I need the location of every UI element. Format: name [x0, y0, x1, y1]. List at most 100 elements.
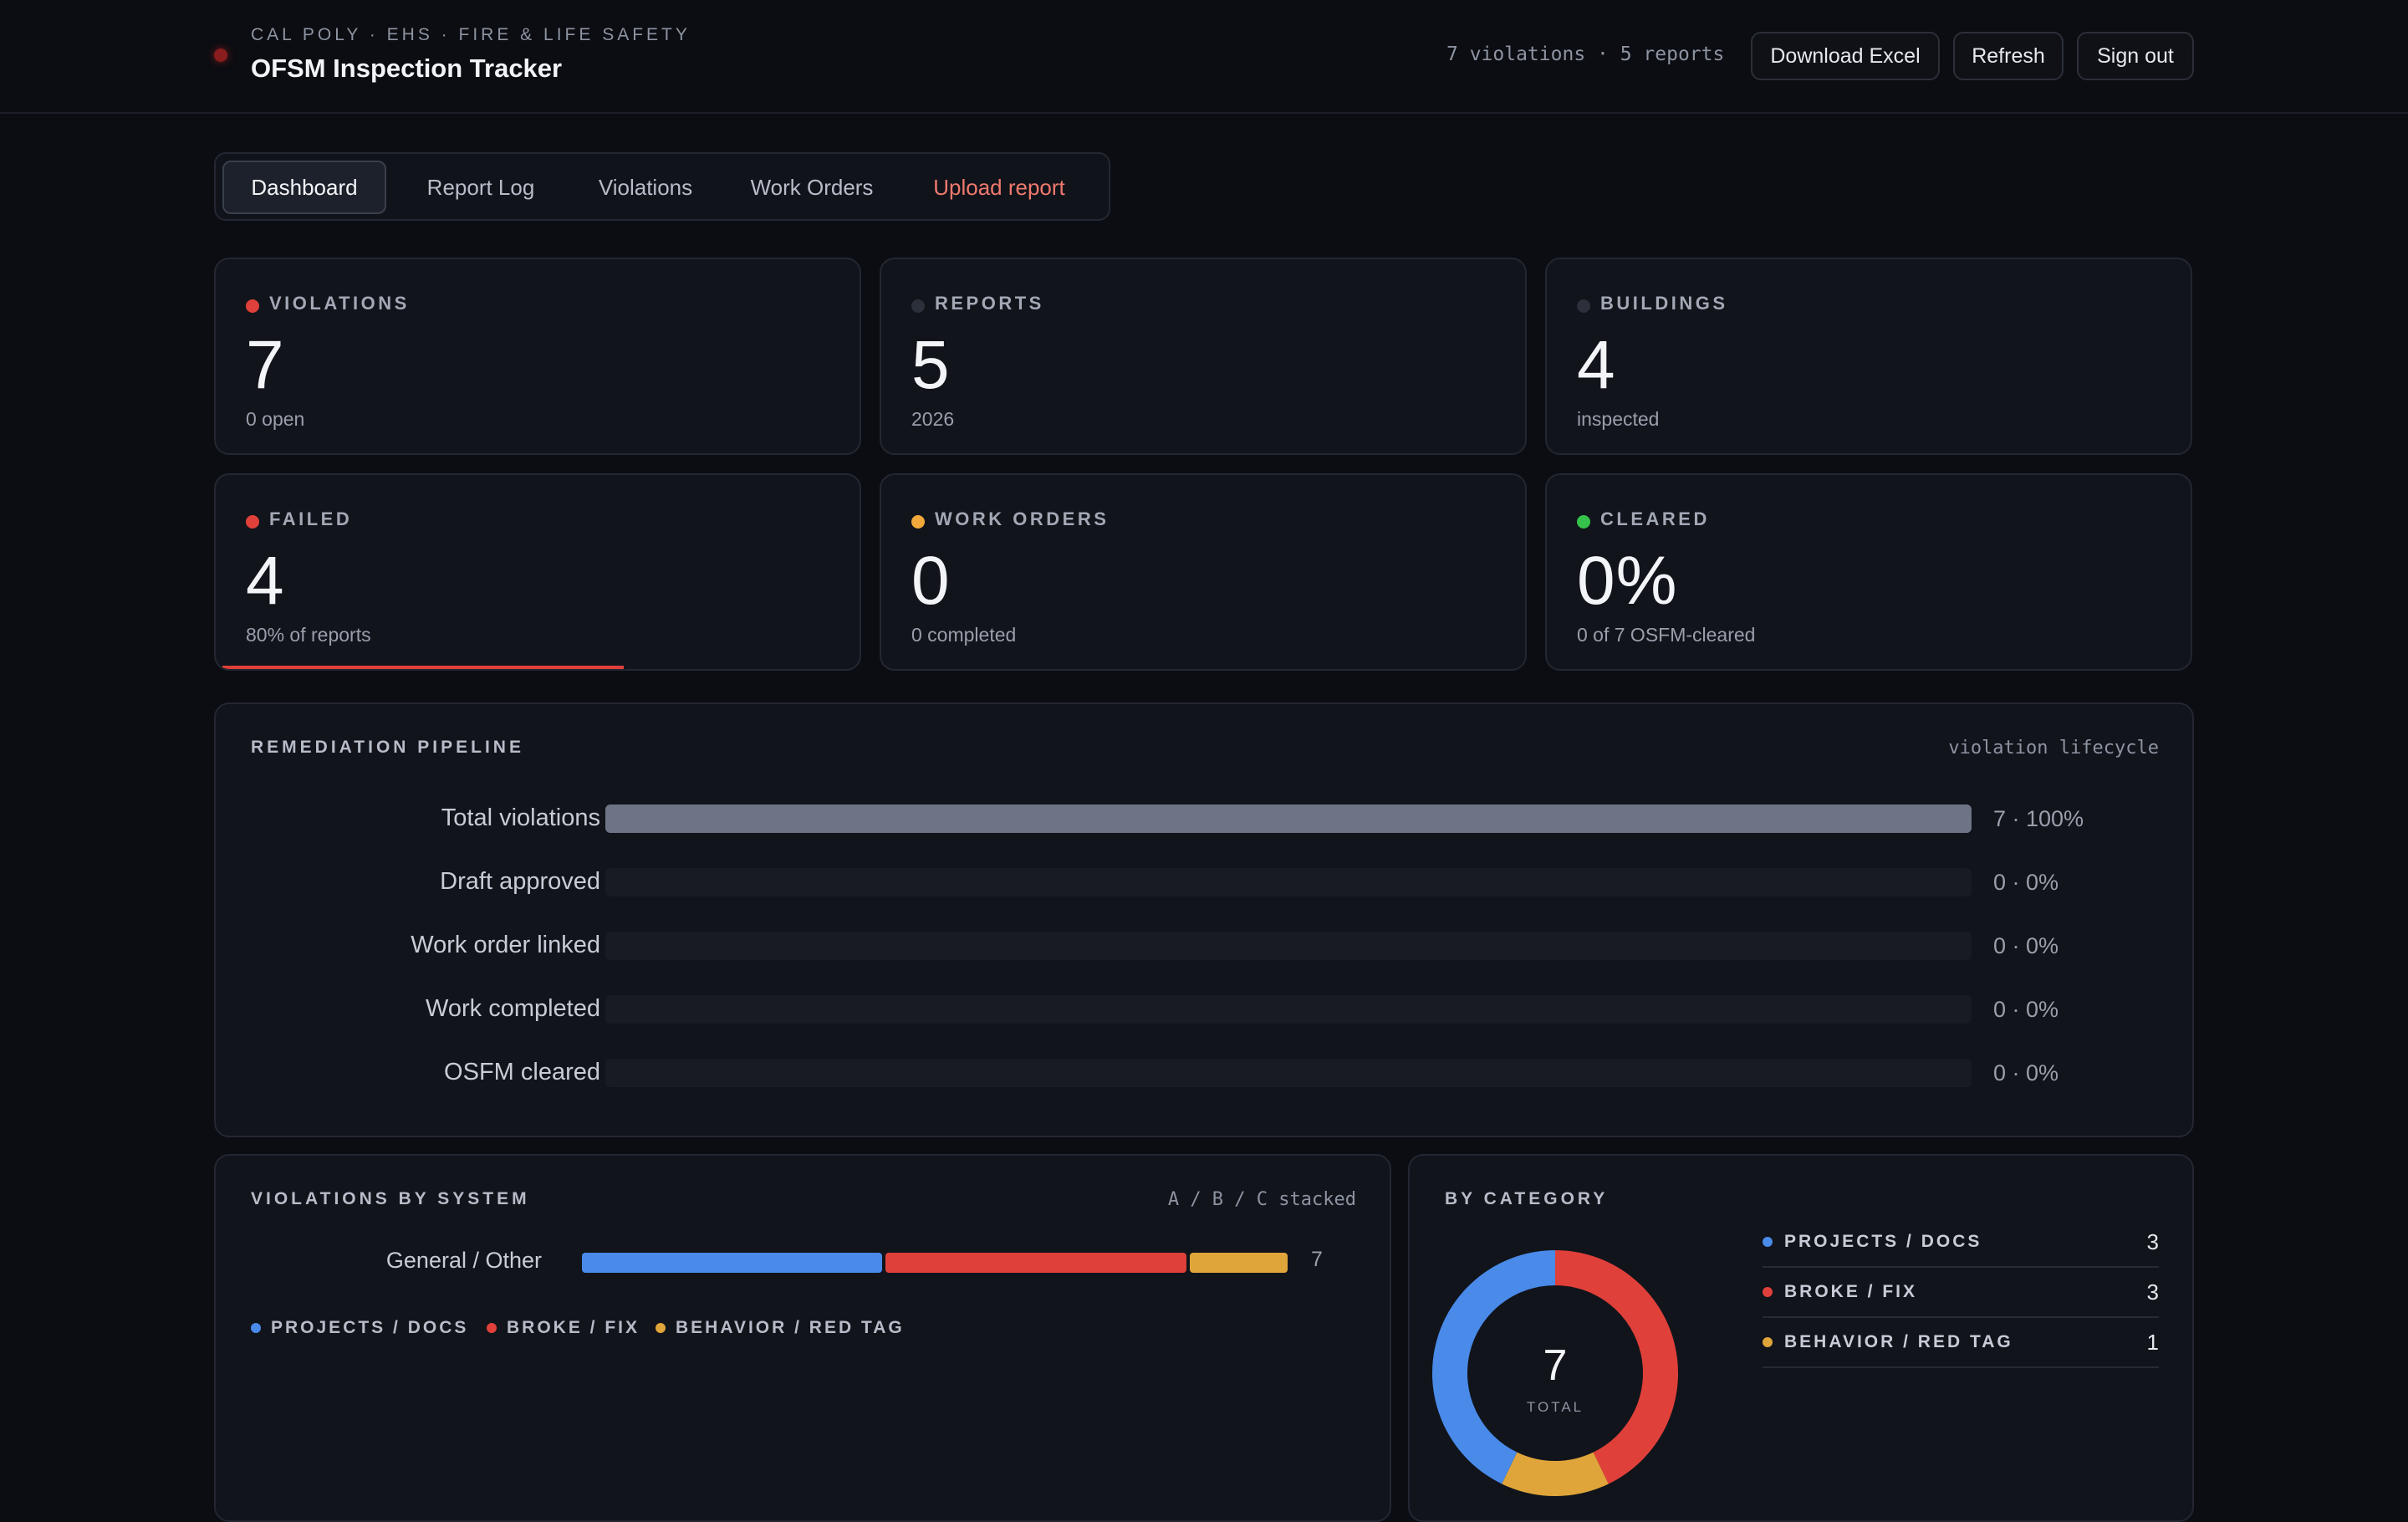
- status-dot-icon: [1577, 299, 1590, 313]
- stat-subtext: 0 completed: [911, 624, 1017, 646]
- legend-label: BEHAVIOR / RED TAG: [676, 1318, 905, 1337]
- category-count: 3: [2146, 1228, 2159, 1254]
- legend-label: BROKE / FIX: [507, 1318, 640, 1337]
- tab-violations[interactable]: Violations: [598, 174, 693, 200]
- tab-work-orders[interactable]: Work Orders: [750, 174, 874, 200]
- stat-subtext: 0 of 7 OSFM-cleared: [1577, 624, 1756, 646]
- by-category-panel: BY CATEGORY 7 TOTAL PROJECTS / DOCS 3 BR…: [1408, 1154, 2194, 1522]
- category-dot-icon: [1763, 1287, 1773, 1297]
- legend-dot-icon: [251, 1323, 261, 1333]
- system-bar-segment: [1189, 1253, 1288, 1273]
- stat-subtext: 2026: [911, 408, 955, 430]
- tab-dashboard[interactable]: Dashboard: [222, 161, 386, 214]
- pipeline-track: [605, 995, 1972, 1024]
- pipeline-label: Work order linked: [411, 932, 600, 958]
- stat-subtext: 80% of reports: [246, 624, 371, 646]
- app-header: CAL POLY · EHS · FIRE & LIFE SAFETY OFSM…: [0, 0, 2408, 114]
- stat-label: CLEARED: [1600, 508, 1710, 529]
- system-bar-segment: [885, 1253, 1186, 1273]
- stat-value: 5: [911, 327, 951, 403]
- failed-progress-bar: [222, 666, 624, 669]
- pipeline-track: [605, 868, 1972, 896]
- legend-label: PROJECTS / DOCS: [271, 1318, 469, 1337]
- category-name: PROJECTS / DOCS: [1784, 1232, 1982, 1251]
- stat-value: 4: [246, 543, 285, 619]
- status-dot-icon: [214, 49, 227, 62]
- stat-label: BUILDINGS: [1600, 293, 1728, 314]
- pipeline-value: 0 · 0%: [1993, 933, 2059, 958]
- stat-value: 0: [911, 543, 951, 619]
- category-count: 3: [2146, 1279, 2159, 1305]
- status-dot-icon: [911, 515, 925, 529]
- stat-card-reports[interactable]: REPORTS 5 2026: [880, 258, 1527, 455]
- stat-value: 0%: [1577, 543, 1678, 619]
- pipeline-value: 0 · 0%: [1993, 870, 2059, 895]
- stat-value: 4: [1577, 327, 1616, 403]
- donut-total: 7: [1543, 1341, 1568, 1390]
- pipeline-track: [605, 804, 1972, 833]
- tab-report-log[interactable]: Report Log: [426, 174, 535, 200]
- tab-bar: Dashboard Report Log Violations Work Ord…: [214, 152, 1110, 221]
- stat-label: REPORTS: [935, 293, 1044, 314]
- pipeline-track: [605, 932, 1972, 960]
- sign-out-button[interactable]: Sign out: [2077, 32, 2194, 80]
- donut-slice: [1554, 1250, 1678, 1484]
- pipeline-fill: [605, 804, 1972, 833]
- panel-note: A / B / C stacked: [1167, 1189, 1356, 1210]
- status-dot-icon: [1577, 515, 1590, 529]
- download-excel-button[interactable]: Download Excel: [1751, 32, 1940, 80]
- stat-card-violations[interactable]: VIOLATIONS 7 0 open: [214, 258, 861, 455]
- system-total: 7: [1311, 1248, 1323, 1271]
- system-bar-segment: [582, 1253, 883, 1273]
- category-row: BROKE / FIX 3: [1763, 1268, 2159, 1318]
- panel-note: violation lifecycle: [1948, 738, 2159, 758]
- category-dot-icon: [1763, 1337, 1773, 1347]
- violations-by-system-panel: VIOLATIONS BY SYSTEM A / B / C stacked G…: [214, 1154, 1391, 1522]
- stat-subtext: inspected: [1577, 408, 1660, 430]
- pipeline-value: 0 · 0%: [1993, 997, 2059, 1022]
- legend-dot-icon: [656, 1323, 666, 1333]
- pipeline-label: Work completed: [426, 995, 600, 1022]
- category-name: BEHAVIOR / RED TAG: [1784, 1332, 2013, 1351]
- category-name: BROKE / FIX: [1784, 1282, 1918, 1301]
- pipeline-value: 7 · 100%: [1993, 806, 2084, 831]
- stat-card-cleared[interactable]: CLEARED 0% 0 of 7 OSFM-cleared: [1545, 473, 2192, 671]
- panel-title: REMEDIATION PIPELINE: [251, 738, 524, 757]
- category-count: 1: [2146, 1329, 2159, 1355]
- pipeline-label: Total violations: [441, 804, 600, 831]
- app-title: OFSM Inspection Tracker: [251, 54, 563, 83]
- stat-label: FAILED: [269, 508, 353, 529]
- donut-slice: [1502, 1452, 1609, 1496]
- legend-item: BROKE / FIX: [487, 1318, 640, 1338]
- system-label: General / Other: [385, 1248, 542, 1273]
- panel-title: VIOLATIONS BY SYSTEM: [251, 1189, 530, 1208]
- remediation-pipeline-panel: REMEDIATION PIPELINE violation lifecycle…: [214, 702, 2194, 1137]
- tab-upload-report[interactable]: Upload report: [933, 174, 1065, 200]
- stat-label: WORK ORDERS: [935, 508, 1110, 529]
- legend-item: PROJECTS / DOCS: [251, 1318, 468, 1338]
- stat-subtext: 0 open: [246, 408, 305, 430]
- category-row: BEHAVIOR / RED TAG 1: [1763, 1318, 2159, 1368]
- stat-card-failed[interactable]: FAILED 4 80% of reports: [214, 473, 861, 671]
- stat-value: 7: [246, 327, 285, 403]
- legend-item: BEHAVIOR / RED TAG: [656, 1318, 905, 1338]
- legend-dot-icon: [487, 1323, 497, 1333]
- pipeline-track: [605, 1059, 1972, 1087]
- category-dot-icon: [1763, 1237, 1773, 1247]
- pipeline-label: OSFM cleared: [444, 1059, 600, 1085]
- category-donut-chart: 7 TOTAL: [1432, 1250, 1678, 1496]
- donut-total-label: TOTAL: [1527, 1399, 1584, 1415]
- refresh-button[interactable]: Refresh: [1953, 32, 2064, 80]
- header-summary: 7 violations · 5 reports: [1446, 43, 1725, 65]
- category-row: PROJECTS / DOCS 3: [1763, 1218, 2159, 1268]
- stat-label: VIOLATIONS: [269, 293, 410, 314]
- pipeline-label: Draft approved: [440, 868, 600, 895]
- stat-card-work-orders[interactable]: WORK ORDERS 0 0 completed: [880, 473, 1527, 671]
- panel-title: BY CATEGORY: [1445, 1189, 1609, 1208]
- status-dot-icon: [246, 299, 259, 313]
- donut-slice: [1432, 1250, 1556, 1484]
- status-dot-icon: [911, 299, 925, 313]
- pipeline-value: 0 · 0%: [1993, 1060, 2059, 1085]
- status-dot-icon: [246, 515, 259, 529]
- stat-card-buildings[interactable]: BUILDINGS 4 inspected: [1545, 258, 2192, 455]
